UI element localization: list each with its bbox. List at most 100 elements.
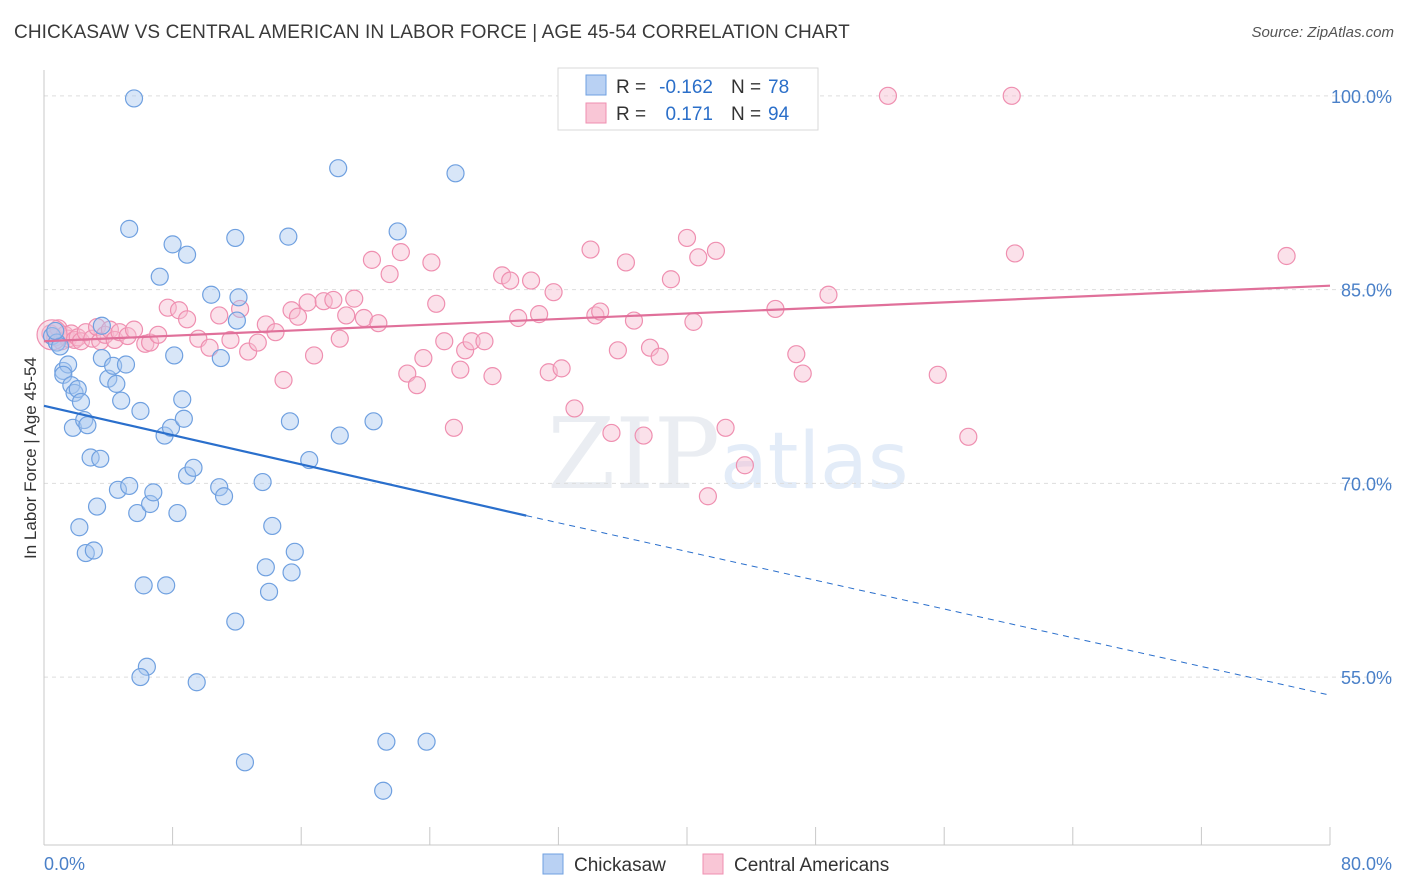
data-point	[1277, 246, 1296, 266]
data-point	[211, 348, 230, 368]
data-point	[235, 753, 255, 772]
data-point	[161, 418, 181, 437]
bottom-legend-swatch-chickasaw	[542, 853, 564, 875]
data-point	[288, 307, 308, 326]
data-point	[173, 390, 192, 409]
data-point	[1005, 244, 1025, 263]
legend-swatch-chickasaw	[585, 74, 607, 96]
grid-lines	[44, 95, 1392, 678]
data-point	[128, 503, 147, 523]
legend-r-value-1: -0.162	[659, 77, 713, 98]
legend-r-label-1: R =	[616, 77, 646, 98]
data-point	[677, 228, 697, 248]
data-point	[202, 285, 221, 304]
data-point	[144, 483, 163, 502]
data-point	[650, 347, 669, 366]
data-point	[134, 576, 153, 595]
axes	[43, 70, 1331, 846]
data-point	[87, 497, 107, 516]
y-axis-label: In Labor Force | Age 45-54	[21, 357, 40, 559]
data-point	[131, 401, 150, 421]
data-point	[131, 667, 150, 687]
data-point	[112, 391, 131, 410]
data-point	[521, 271, 541, 290]
y-tick-labels: 55.0% 70.0% 85.0% 100.0%	[1331, 87, 1392, 688]
data-point	[298, 293, 317, 312]
data-point	[282, 563, 301, 582]
data-point	[475, 332, 494, 351]
data-point	[239, 342, 258, 361]
data-point	[256, 315, 275, 334]
data-point	[92, 316, 111, 335]
data-point	[793, 364, 812, 383]
data-point	[282, 301, 301, 320]
data-point	[698, 487, 717, 506]
data-point	[226, 612, 245, 631]
legend-n-value-1: 78	[768, 77, 789, 98]
series-chickasaw	[42, 89, 465, 800]
data-point	[149, 325, 168, 344]
data-point	[248, 333, 267, 352]
data-point	[735, 456, 754, 475]
data-point	[314, 292, 333, 311]
data-point	[324, 290, 343, 310]
data-point	[120, 476, 139, 496]
data-point	[116, 355, 136, 374]
data-point	[928, 365, 947, 384]
data-point	[661, 270, 681, 289]
legend-r-label-2: R =	[616, 104, 646, 125]
data-point	[446, 164, 465, 183]
data-point	[462, 332, 481, 351]
data-point	[959, 427, 978, 446]
legend-n-label-2: N =	[731, 104, 761, 125]
data-point	[157, 576, 176, 595]
data-point	[84, 541, 103, 560]
data-point	[107, 374, 126, 393]
data-point	[76, 323, 95, 342]
data-point	[377, 732, 396, 751]
data-point	[337, 306, 356, 325]
data-point	[330, 426, 349, 445]
data-point	[70, 518, 89, 537]
data-point	[71, 392, 91, 412]
data-point	[427, 294, 446, 313]
data-point	[165, 346, 184, 365]
data-point	[184, 458, 203, 477]
legend-n-value-2: 94	[768, 104, 790, 125]
legend-r-value-2: 0.171	[665, 104, 713, 125]
data-point	[304, 346, 324, 365]
data-point	[91, 449, 110, 468]
data-point	[174, 409, 193, 428]
series-legend: Chickasaw Central Americans	[542, 853, 889, 876]
data-point	[81, 448, 100, 467]
data-point	[140, 494, 160, 514]
data-point	[279, 227, 298, 246]
data-point	[716, 418, 735, 437]
data-point	[435, 332, 454, 351]
data-point	[280, 412, 300, 431]
data-point	[214, 487, 234, 506]
data-point	[374, 781, 393, 800]
data-point	[422, 253, 441, 272]
legend-swatch-central	[585, 102, 607, 124]
data-point	[150, 267, 169, 286]
data-point	[608, 341, 627, 360]
data-point	[256, 558, 275, 577]
data-point	[221, 330, 240, 350]
data-point	[124, 320, 144, 339]
data-point	[168, 503, 187, 523]
data-point	[253, 472, 272, 492]
data-point	[640, 338, 660, 357]
data-point	[104, 356, 123, 375]
data-point	[878, 86, 898, 105]
data-point	[274, 370, 293, 390]
y-tick-label: 85.0%	[1341, 281, 1392, 301]
data-point	[120, 219, 139, 238]
data-point	[544, 283, 563, 302]
data-point	[177, 245, 197, 264]
data-point	[552, 359, 571, 378]
data-point	[118, 326, 137, 346]
x-tick-min: 0.0%	[44, 854, 85, 874]
data-point	[285, 542, 304, 561]
